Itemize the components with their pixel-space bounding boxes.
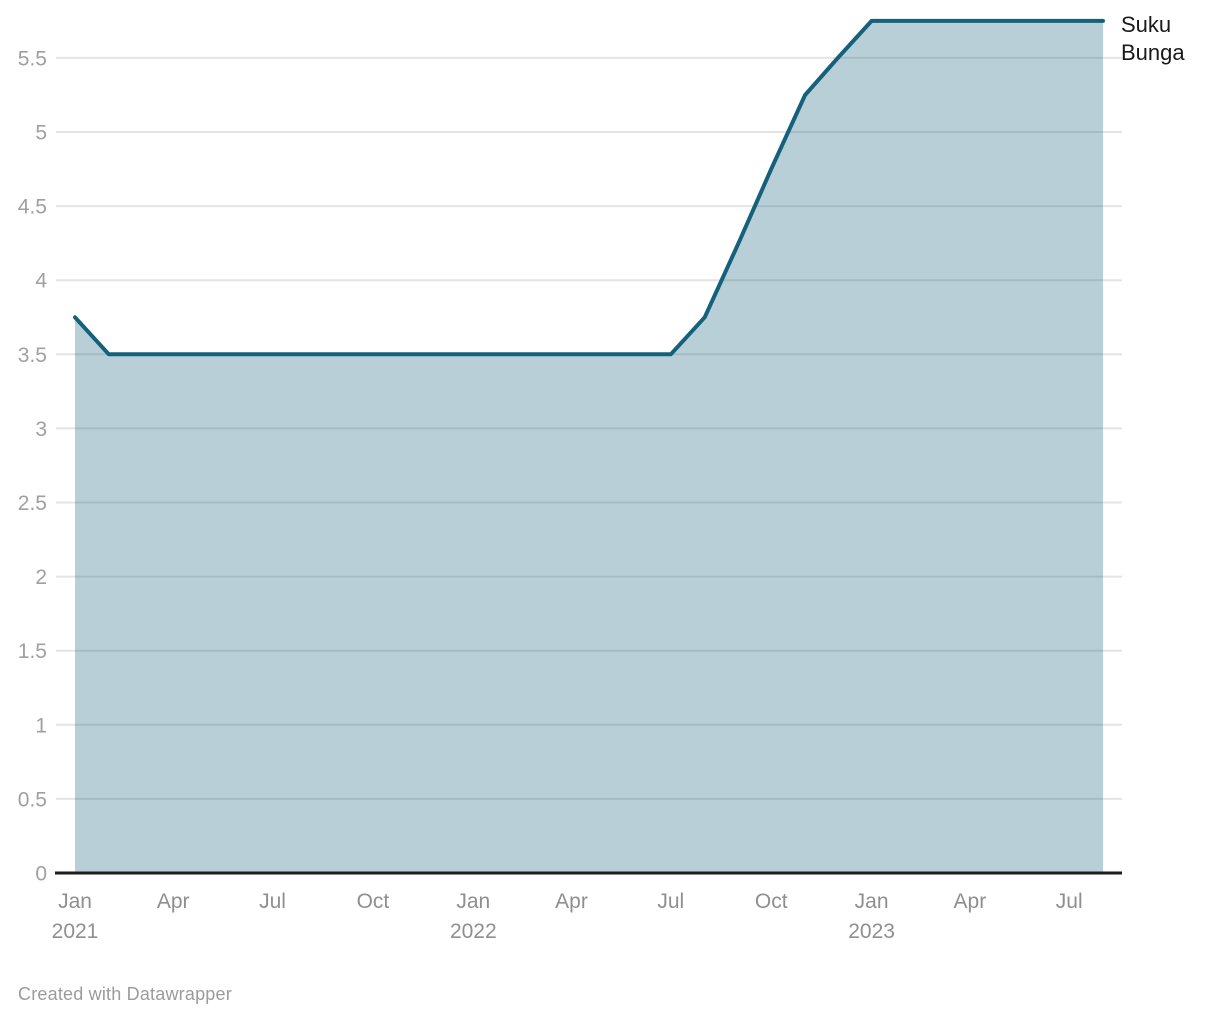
x-tick-label: Jan	[58, 890, 92, 913]
x-tick-year-label: 2021	[52, 920, 99, 943]
x-tick-label: Oct	[755, 890, 788, 913]
x-tick-label: Jan	[456, 890, 490, 913]
y-tick-label: 3	[35, 418, 47, 441]
x-tick-year-label: 2023	[848, 920, 895, 943]
y-tick-label: 4	[35, 270, 47, 293]
series-label: Suku Bunga	[1121, 12, 1185, 65]
area-fill	[75, 20, 1103, 873]
y-tick-label: 4.5	[18, 196, 47, 219]
y-tick-label: 1	[35, 714, 47, 737]
chart-svg: 0 0.5 1 1.5 2 2.5 3 3.5 4 4.5 5 5.5 Jan 2021 Apr Jul Oct…	[18, 18, 1122, 943]
x-tick-year-label: 2022	[450, 920, 497, 943]
y-tick-label: 2.5	[18, 492, 47, 515]
trend-line	[73, 18, 1105, 357]
x-tick-label: Oct	[357, 890, 390, 913]
x-tick-label: Jan	[855, 890, 889, 913]
datawrapper-credit: Created with Datawrapper	[18, 984, 232, 1004]
x-tick-label: Apr	[157, 890, 190, 913]
y-tick-label: 5	[35, 122, 47, 145]
x-tick-label: Apr	[555, 890, 588, 913]
y-tick-label: 2	[35, 566, 47, 589]
y-tick-label: 0	[35, 863, 47, 886]
x-tick-label: Apr	[954, 890, 987, 913]
y-tick-label: 5.5	[18, 47, 47, 70]
x-tick-label: Jul	[1056, 890, 1083, 913]
x-tick-label: Jul	[657, 890, 684, 913]
y-tick-label: 0.5	[18, 788, 47, 811]
x-tick-label: Jul	[259, 890, 286, 913]
y-tick-label: 1.5	[18, 640, 47, 663]
y-tick-label: 3.5	[18, 344, 47, 367]
